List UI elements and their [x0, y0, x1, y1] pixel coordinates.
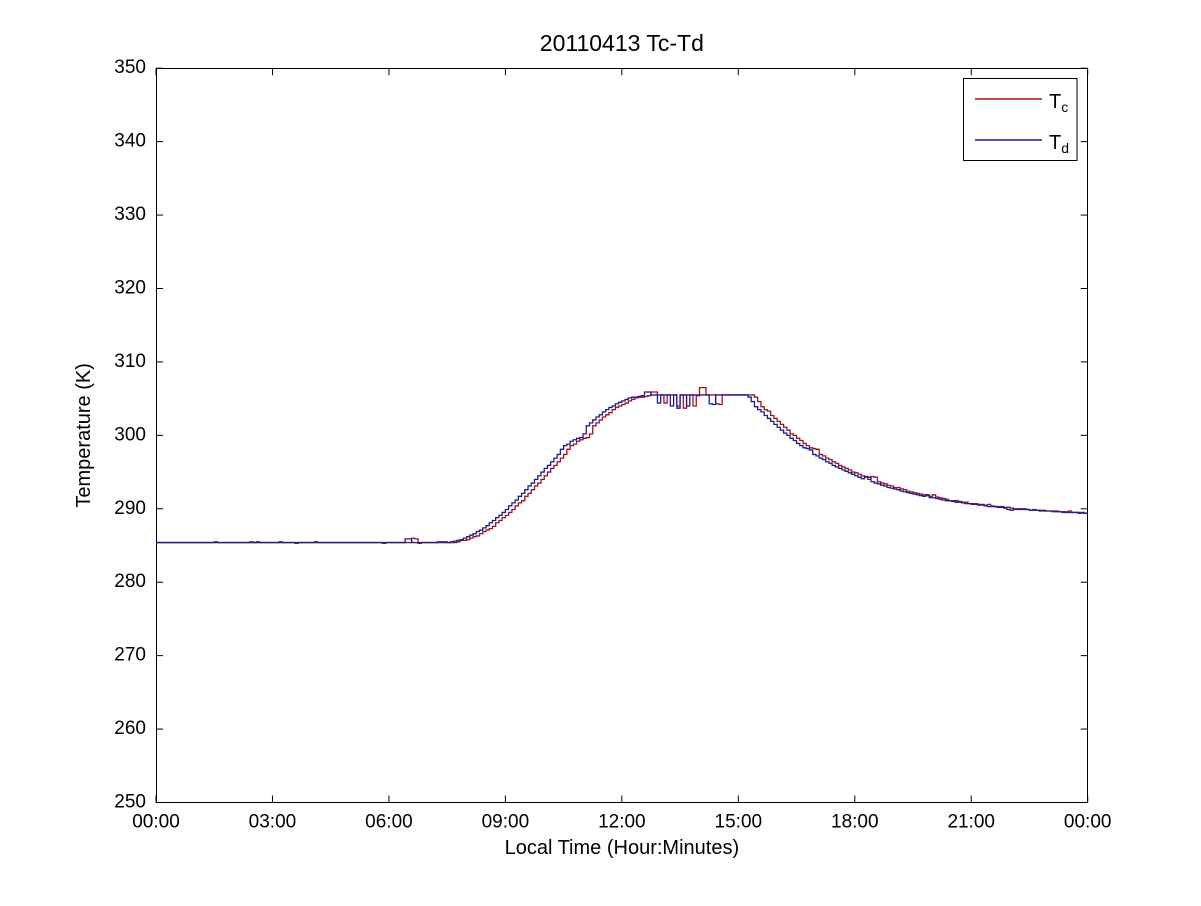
svg-text:21:00: 21:00: [947, 812, 995, 833]
svg-text:00:00: 00:00: [132, 812, 180, 833]
svg-text:310: 310: [114, 351, 146, 372]
svg-text:Temperature (K): Temperature (K): [73, 363, 95, 508]
svg-text:290: 290: [114, 498, 146, 519]
svg-text:330: 330: [114, 204, 146, 225]
svg-text:18:00: 18:00: [831, 812, 879, 833]
svg-text:Local Time (Hour:Minutes): Local Time (Hour:Minutes): [505, 837, 740, 859]
svg-text:00:00: 00:00: [1064, 812, 1112, 833]
svg-text:06:00: 06:00: [365, 812, 413, 833]
svg-text:12:00: 12:00: [598, 812, 646, 833]
svg-text:03:00: 03:00: [249, 812, 297, 833]
svg-text:260: 260: [114, 718, 146, 739]
svg-text:09:00: 09:00: [482, 812, 530, 833]
svg-text:270: 270: [114, 645, 146, 666]
svg-text:15:00: 15:00: [715, 812, 763, 833]
svg-text:320: 320: [114, 277, 146, 298]
svg-text:280: 280: [114, 571, 146, 592]
svg-text:250: 250: [114, 792, 146, 813]
svg-text:340: 340: [114, 131, 146, 152]
svg-text:350: 350: [114, 57, 146, 78]
svg-text:20110413 Tc-Td: 20110413 Tc-Td: [540, 30, 704, 56]
svg-text:300: 300: [114, 424, 146, 445]
